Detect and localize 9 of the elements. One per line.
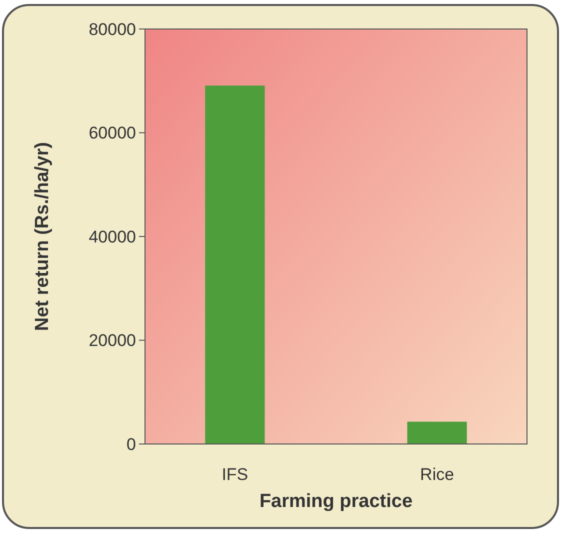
y-tick-label: 80000 [88, 20, 136, 39]
y-tick-label: 40000 [88, 227, 136, 246]
x-tick-label: Rice [420, 465, 454, 484]
x-axis-title: Farming practice [259, 491, 413, 512]
y-tick-label: 20000 [88, 331, 136, 350]
x-tick-label: IFS [222, 465, 248, 484]
y-tick-label: 60000 [88, 124, 136, 143]
y-tick-label: 0 [126, 434, 136, 454]
y-axis-title: Net return (Rs./ha/yr) [32, 142, 53, 331]
